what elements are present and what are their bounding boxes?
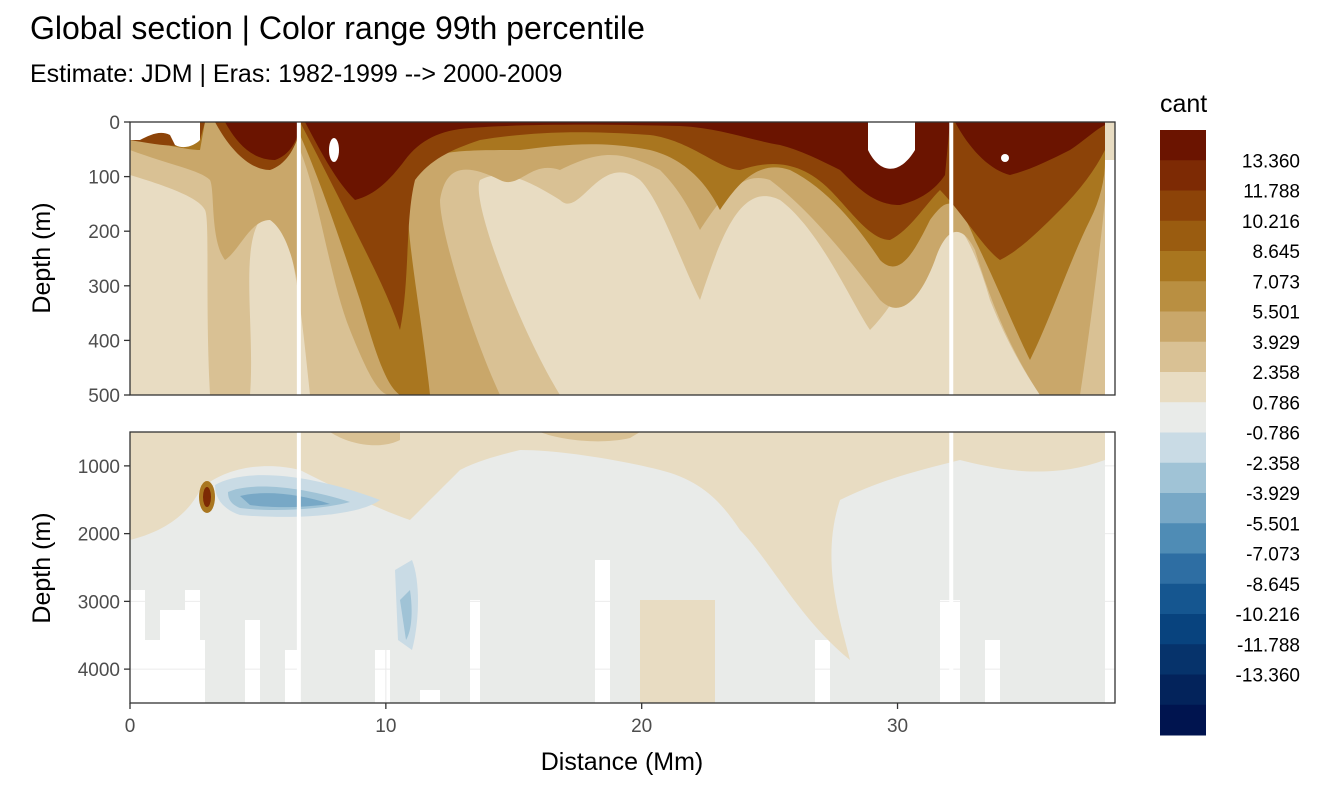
y-tick-label: 4000 (78, 660, 120, 681)
chart-title: Global section | Color range 99th percen… (30, 10, 645, 46)
legend-swatch (1160, 614, 1206, 645)
y-tick-label: 2000 (78, 525, 120, 546)
legend-label: 13.360 (1242, 151, 1300, 172)
legend-label: -5.501 (1246, 514, 1300, 535)
legend-title: cant (1160, 90, 1207, 118)
x-tick-label: 20 (631, 716, 652, 737)
legend-swatch (1160, 130, 1206, 161)
legend-label: -0.786 (1246, 424, 1300, 445)
y-tick-label: 200 (88, 222, 120, 243)
legend-swatch (1160, 281, 1206, 312)
lower-negative-column-core (400, 590, 412, 640)
y-tick-label: 100 (88, 168, 120, 189)
legend: cant 13.360 11.788 10.216 8.645 7.073 5.501 3.… (1160, 90, 1300, 736)
y-tick-label: 1000 (78, 457, 120, 478)
upper-blank-right (868, 122, 915, 169)
upper-right-edge (1105, 160, 1115, 395)
legend-swatch (1160, 432, 1206, 464)
legend-label: 0.786 (1252, 393, 1300, 414)
legend-swatch (1160, 553, 1206, 585)
upper-section-breaks (296, 122, 954, 395)
x-axis: 0 10 20 30 (125, 703, 908, 737)
legend-swatch (1160, 160, 1206, 191)
lower-y-axis-label: Depth (m) (28, 512, 56, 623)
upper-panel: 0 100 200 300 400 500 Depth (m) (28, 113, 1116, 407)
upper-blank-spot (329, 138, 339, 162)
legend-labels: 13.360 11.788 10.216 8.645 7.073 5.501 3.929 2.… (1236, 151, 1300, 686)
legend-swatch (1160, 523, 1206, 554)
legend-label: 8.645 (1252, 242, 1300, 263)
legend-label: 11.788 (1243, 182, 1300, 203)
legend-label: -10.216 (1236, 605, 1300, 626)
lower-heatmap (130, 432, 1105, 703)
legend-label: 3.929 (1252, 333, 1300, 354)
legend-label: -2.358 (1246, 454, 1300, 475)
upper-blank-left (130, 122, 200, 148)
legend-swatches (1160, 130, 1206, 736)
lower-surface-dark (330, 432, 640, 446)
legend-label: 2.358 (1252, 363, 1300, 384)
legend-label: -7.073 (1246, 545, 1300, 566)
legend-swatch (1160, 704, 1206, 736)
legend-label: -13.360 (1236, 666, 1300, 687)
lower-panel: 1000 2000 3000 4000 Depth (m) (28, 431, 1116, 704)
legend-swatch (1160, 674, 1206, 706)
x-tick-label: 10 (375, 716, 396, 737)
upper-y-axis: 0 100 200 300 400 500 (88, 113, 130, 407)
upper-blank-spot-2 (1001, 154, 1009, 162)
upper-y-axis-label: Depth (m) (28, 202, 56, 313)
y-tick-label: 500 (88, 386, 120, 407)
lower-positive-blob-core (203, 487, 211, 507)
legend-swatch (1160, 583, 1206, 615)
legend-swatch (1160, 402, 1206, 433)
legend-swatch (1160, 220, 1206, 252)
legend-label: 7.073 (1252, 272, 1300, 293)
legend-swatch (1160, 493, 1206, 524)
legend-swatch (1160, 644, 1206, 675)
legend-swatch (1160, 190, 1206, 222)
legend-swatch (1160, 341, 1206, 373)
legend-label: -3.929 (1246, 484, 1300, 505)
lower-positive-strip (640, 600, 715, 703)
legend-label: 10.216 (1242, 212, 1300, 233)
legend-swatch (1160, 251, 1206, 282)
legend-swatch (1160, 372, 1206, 403)
y-tick-label: 400 (88, 331, 120, 352)
legend-label: 5.501 (1252, 303, 1300, 324)
y-tick-label: 300 (88, 277, 120, 298)
lower-negative-deep (240, 493, 330, 508)
y-tick-label: 0 (109, 113, 120, 134)
chart-subtitle: Estimate: JDM | Eras: 1982-1999 --> 2000… (30, 60, 563, 88)
legend-label: -8.645 (1246, 575, 1300, 596)
y-tick-label: 3000 (78, 592, 120, 613)
lower-y-axis: 1000 2000 3000 4000 (78, 457, 130, 681)
upper-heatmap (130, 122, 1115, 395)
lower-positive-band (130, 432, 1105, 660)
x-tick-label: 0 (125, 716, 136, 737)
x-axis-label: Distance (Mm) (541, 748, 704, 776)
legend-swatch (1160, 311, 1206, 343)
lower-section-breaks (296, 432, 954, 703)
legend-swatch (1160, 462, 1206, 494)
x-tick-label: 30 (887, 716, 908, 737)
legend-label: -11.788 (1237, 635, 1300, 656)
